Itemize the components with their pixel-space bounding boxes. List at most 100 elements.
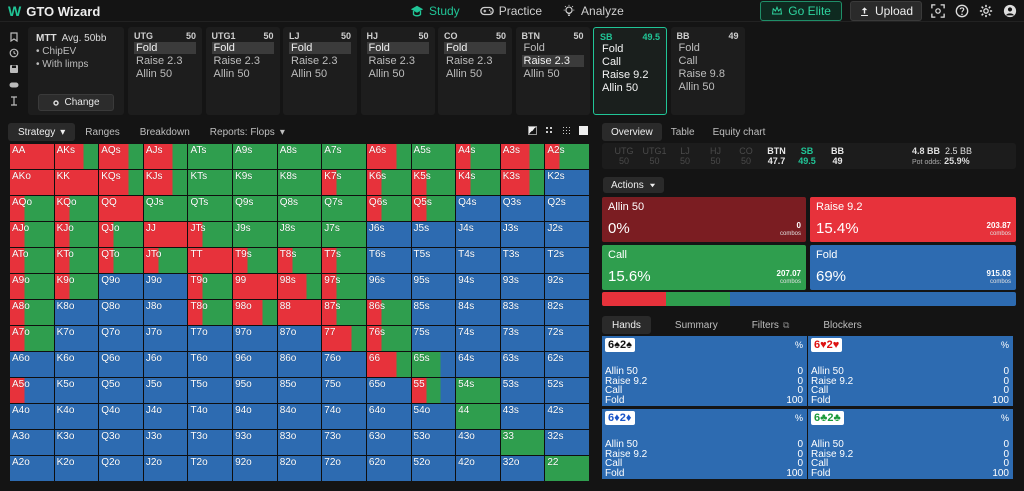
position-action-raise-2-3[interactable]: Raise 2.3	[291, 54, 338, 67]
hand-cell-43s[interactable]: 43s	[500, 404, 545, 429]
hand-cell-A5s[interactable]: A5s	[411, 144, 456, 169]
hand-cell-A5o[interactable]: A5o	[10, 378, 54, 403]
hand-cell-94s[interactable]: 94s	[456, 274, 500, 299]
hand-cell-T7o[interactable]: T7o	[188, 326, 233, 351]
hand-cell-72s[interactable]: 72s	[545, 326, 589, 351]
grid-view-icon[interactable]	[562, 126, 571, 135]
hand-cell-K9o[interactable]: K9o	[54, 274, 99, 299]
hand-cell-98o[interactable]: 98o	[233, 300, 277, 325]
hand-cell-84s[interactable]: 84s	[456, 300, 500, 325]
position-action-fold[interactable]: Fold	[678, 41, 700, 54]
hand-cell-Q6o[interactable]: Q6o	[99, 352, 143, 377]
hand-cell-J3s[interactable]: J3s	[500, 222, 545, 247]
hand-cell-K4o[interactable]: K4o	[54, 404, 99, 429]
hand-cell-K8s[interactable]: K8s	[277, 170, 322, 195]
hand-cell-83s[interactable]: 83s	[500, 300, 545, 325]
hand-cell-J8o[interactable]: J8o	[143, 300, 188, 325]
bookmark-button[interactable]	[8, 31, 20, 43]
actions-dropdown[interactable]: Actions	[603, 177, 664, 193]
hand-cell-54s[interactable]: 54s	[456, 378, 500, 403]
position-card-sb[interactable]: SB 49.5 Fold Call Raise 9.2 Allin 50	[593, 27, 667, 115]
hand-cell-A2o[interactable]: A2o	[10, 456, 54, 481]
hand-cell-K3s[interactable]: K3s	[500, 170, 545, 195]
hand-cell-32o[interactable]: 32o	[500, 456, 545, 481]
nav-analyze[interactable]: Analyze	[562, 2, 624, 20]
hand-box[interactable]: 6 ♥ 2 ♥% Allin 50 0 Raise 9.2 0 Call 0 Fold 100	[808, 336, 1013, 406]
hand-cell-T3o[interactable]: T3o	[188, 430, 233, 455]
position-action-allin-50[interactable]: Allin 50	[602, 81, 639, 94]
hand-cell-A7o[interactable]: A7o	[10, 326, 54, 351]
hand-cell-T7s[interactable]: T7s	[322, 248, 366, 273]
tab-equity-chart[interactable]: Equity chart	[712, 126, 766, 138]
hand-cell-62s[interactable]: 62s	[545, 352, 589, 377]
hand-cell-K2s[interactable]: K2s	[545, 170, 589, 195]
hand-cell-KTs[interactable]: KTs	[188, 170, 233, 195]
hand-cell-65s[interactable]: 65s	[411, 352, 456, 377]
hand-cell-76o[interactable]: 76o	[322, 352, 366, 377]
hand-cell-KQo[interactable]: KQo	[54, 196, 99, 221]
hand-cell-74o[interactable]: 74o	[322, 404, 366, 429]
hand-box[interactable]: 6 ♣ 2 ♣% Allin 50 0 Raise 9.2 0 Call 0 Fold 100	[808, 409, 1013, 479]
hand-cell-87s[interactable]: 87s	[322, 300, 366, 325]
hand-cell-32s[interactable]: 32s	[545, 430, 589, 455]
hand-cell-JJ[interactable]: JJ	[143, 222, 188, 247]
upload-button[interactable]: Upload	[849, 1, 922, 21]
hand-cell-K7s[interactable]: K7s	[322, 170, 366, 195]
hand-cell-84o[interactable]: 84o	[277, 404, 322, 429]
hand-cell-QTs[interactable]: QTs	[188, 196, 233, 221]
hand-cell-A6o[interactable]: A6o	[10, 352, 54, 377]
hand-cell-22[interactable]: 22	[545, 456, 589, 481]
position-action-raise-2-3[interactable]: Raise 2.3	[446, 54, 493, 67]
hand-cell-K6o[interactable]: K6o	[54, 352, 99, 377]
hand-cell-JTs[interactable]: JTs	[188, 222, 233, 247]
position-action-call[interactable]: Call	[678, 54, 698, 67]
hand-cell-A3o[interactable]: A3o	[10, 430, 54, 455]
hand-cell-86o[interactable]: 86o	[277, 352, 322, 377]
hand-cell-T6o[interactable]: T6o	[188, 352, 233, 377]
tab-summary[interactable]: Summary	[665, 316, 728, 334]
hand-cell-A4o[interactable]: A4o	[10, 404, 54, 429]
hand-cell-62o[interactable]: 62o	[366, 456, 411, 481]
history-button[interactable]	[8, 47, 20, 59]
hand-cell-AJo[interactable]: AJo	[10, 222, 54, 247]
hand-cell-Q3s[interactable]: Q3s	[500, 196, 545, 221]
hand-cell-K2o[interactable]: K2o	[54, 456, 99, 481]
save-button[interactable]	[8, 63, 20, 75]
logo[interactable]: W GTO Wizard	[8, 3, 100, 19]
position-action-fold[interactable]: Fold	[602, 42, 624, 55]
tab-blockers[interactable]: Blockers	[813, 316, 871, 334]
hand-cell-J4o[interactable]: J4o	[143, 404, 188, 429]
hand-cell-96s[interactable]: 96s	[366, 274, 411, 299]
hand-cell-K5s[interactable]: K5s	[411, 170, 456, 195]
hand-cell-J7o[interactable]: J7o	[143, 326, 188, 351]
position-action-call[interactable]: Call	[602, 55, 621, 68]
hand-cell-J2s[interactable]: J2s	[545, 222, 589, 247]
position-action-raise-2-3[interactable]: Raise 2.3	[136, 54, 183, 67]
hand-cell-T6s[interactable]: T6s	[366, 248, 411, 273]
hand-cell-52o[interactable]: 52o	[411, 456, 456, 481]
hand-cell-T9o[interactable]: T9o	[188, 274, 233, 299]
hand-cell-T2s[interactable]: T2s	[545, 248, 589, 273]
position-action-raise-9-2[interactable]: Raise 9.2	[602, 68, 649, 81]
hand-cell-53s[interactable]: 53s	[500, 378, 545, 403]
hand-cell-AKo[interactable]: AKo	[10, 170, 54, 195]
hand-cell-A3s[interactable]: A3s	[500, 144, 545, 169]
hand-cell-K9s[interactable]: K9s	[233, 170, 277, 195]
position-card-lj[interactable]: LJ 50 Fold Raise 2.3 Allin 50	[283, 27, 357, 115]
position-action-allin-50[interactable]: Allin 50	[446, 67, 483, 80]
hand-cell-A2s[interactable]: A2s	[545, 144, 589, 169]
action-raise-box[interactable]: Raise 9.2 15.4% 203.87 combos	[810, 197, 1016, 242]
hand-cell-97o[interactable]: 97o	[233, 326, 277, 351]
hand-box[interactable]: 6 ♠ 2 ♠% Allin 50 0 Raise 9.2 0 Call 0 Fold 100	[602, 336, 807, 406]
hand-cell-K3o[interactable]: K3o	[54, 430, 99, 455]
hand-cell-86s[interactable]: 86s	[366, 300, 411, 325]
hand-cell-93s[interactable]: 93s	[500, 274, 545, 299]
hand-cell-88[interactable]: 88	[277, 300, 322, 325]
tab-overview[interactable]: Overview	[602, 123, 662, 141]
hand-cell-ATo[interactable]: ATo	[10, 248, 54, 273]
hand-cell-Q6s[interactable]: Q6s	[366, 196, 411, 221]
hand-cell-75s[interactable]: 75s	[411, 326, 456, 351]
position-action-allin-50[interactable]: Allin 50	[523, 67, 560, 80]
hand-cell-KK[interactable]: KK	[54, 170, 99, 195]
hand-cell-42o[interactable]: 42o	[456, 456, 500, 481]
